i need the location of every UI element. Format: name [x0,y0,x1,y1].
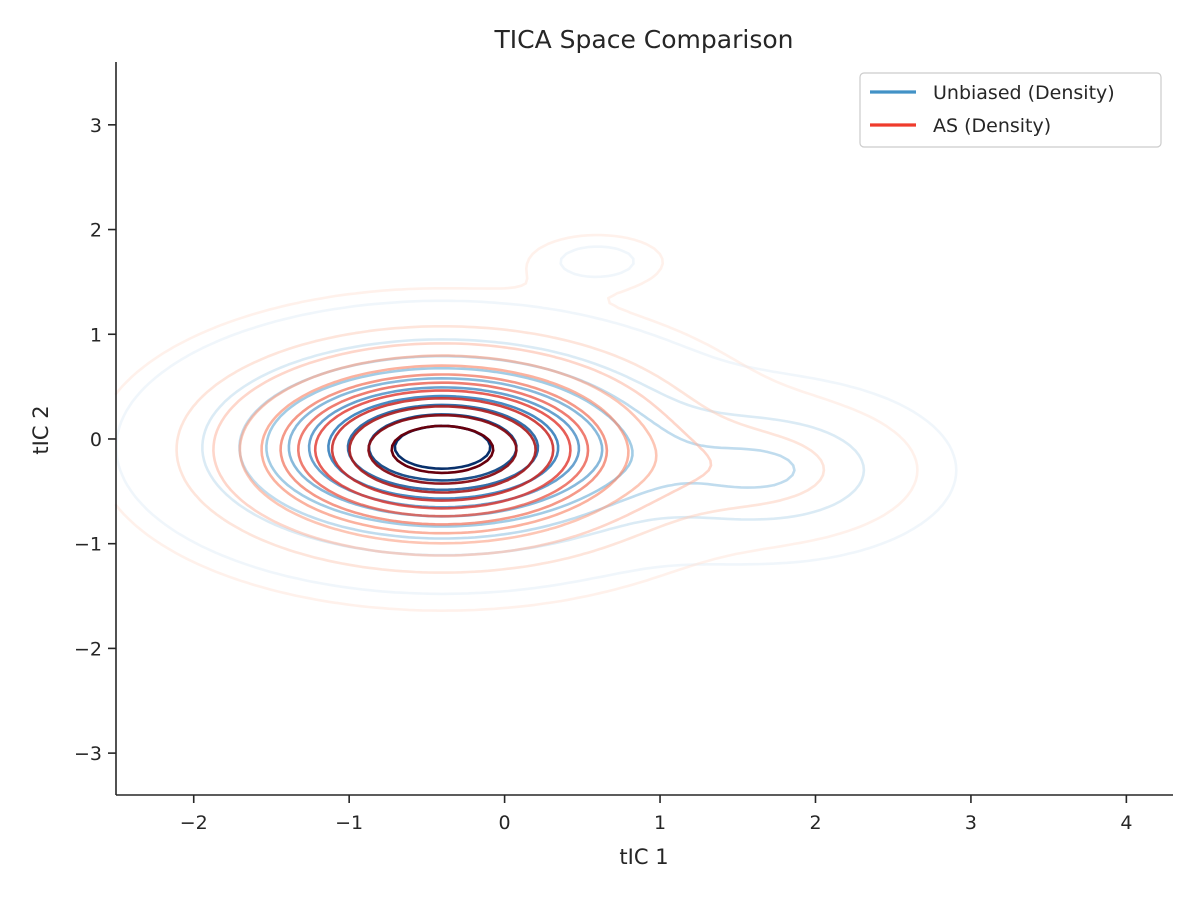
x-tick-label: 1 [654,812,666,834]
legend-box [859,72,1162,148]
legend-label-unbiased: Unbiased (Density) [933,82,1115,104]
axes [115,62,1173,796]
x-axis-label: tIC 1 [619,845,668,869]
chart-title: TICA Space Comparison [494,25,794,54]
y-axis-label: tIC 2 [29,405,53,454]
contour-plot-area [114,233,958,612]
legend: Unbiased (Density) AS (Density) [859,72,1162,148]
contour-line-as [313,389,572,510]
contour-line-as [330,397,555,502]
contour-line-as [390,424,495,475]
contour-line-as [175,325,826,574]
x-tick-label: 3 [965,812,977,834]
y-tick-label: 0 [90,429,102,451]
y-tick-label: 2 [90,220,102,242]
y-tick-label: 1 [90,324,102,346]
contour-line-unbiased [115,245,958,596]
contour-line-as [297,381,590,518]
contour-line-unbiased [346,403,540,492]
contour-line-as [238,354,658,545]
x-tick-label: 4 [1120,812,1132,834]
contour-line-as [212,342,713,557]
x-ticks: −2 −1 0 1 2 3 4 [180,795,1132,834]
contour-line-as [260,364,630,535]
contour-line-unbiased [265,367,634,528]
y-tick-label: 3 [90,115,102,137]
contour-line-as [348,405,537,494]
x-tick-label: 0 [499,812,511,834]
x-tick-label: 2 [809,812,821,834]
y-tick-label: −3 [74,743,102,765]
contour-line-as [367,413,518,485]
x-tick-label: −1 [335,812,363,834]
contour-line-as [114,233,919,612]
y-ticks: −3 −2 −1 0 1 2 3 [74,115,116,765]
legend-label-as: AS (Density) [933,115,1051,137]
y-tick-label: −2 [74,638,102,660]
y-tick-label: −1 [74,534,102,556]
x-tick-label: −2 [180,812,208,834]
contour-line-as [279,373,609,526]
